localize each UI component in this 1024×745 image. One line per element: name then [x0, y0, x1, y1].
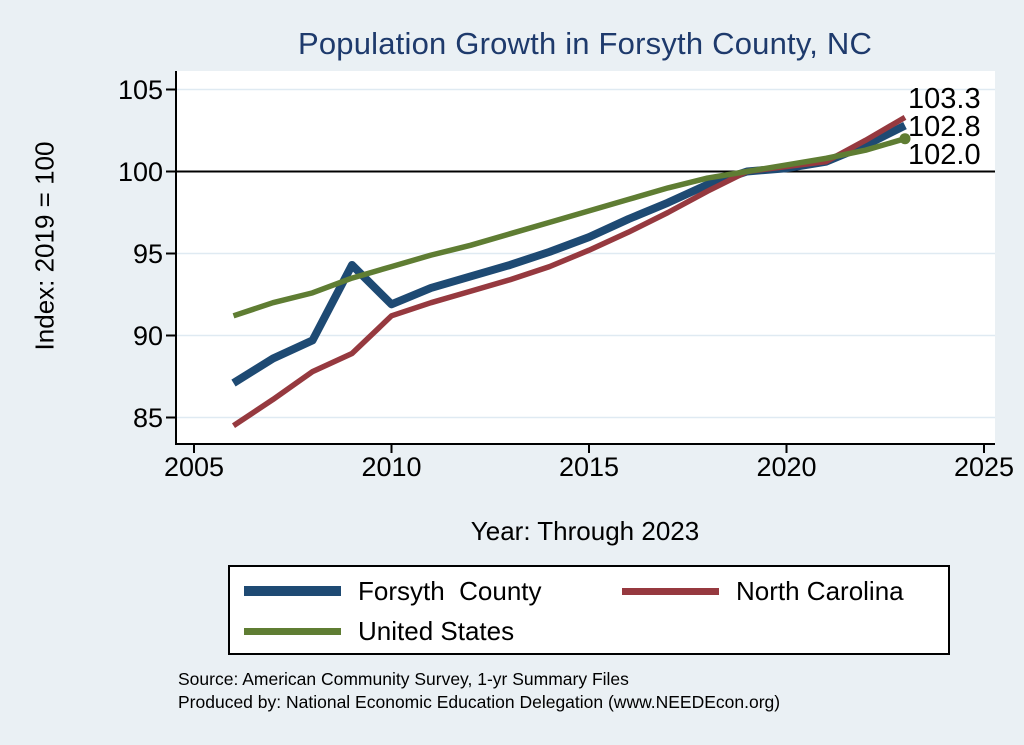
end-value-label-103.3: 103.3: [908, 83, 981, 116]
x-tick-label-2020: 2020: [756, 452, 817, 482]
legend-swatch-forsyth-county: [244, 586, 341, 596]
legend-swatch-united-states: [244, 627, 341, 635]
source-note: Source: American Community Survey, 1-yr …: [178, 668, 780, 714]
end-value-label-102.0: 102.0: [908, 139, 981, 172]
x-tick-label-2025: 2025: [953, 452, 1015, 482]
legend-label: North Carolina: [736, 575, 904, 606]
legend-entry-north-carolina: North Carolina: [622, 575, 904, 607]
y-tick-label-95: 95: [132, 238, 163, 269]
chart-title: Population Growth in Forsyth County, NC: [297, 26, 873, 61]
legend-entry-forsyth-county: Forsyth County: [244, 575, 542, 607]
legend-label: United States: [358, 615, 515, 646]
series-end-marker-united-states: [899, 133, 911, 145]
x-tick-label-2015: 2015: [558, 452, 620, 482]
y-tick-label-105: 105: [117, 74, 163, 105]
plot-background: [175, 71, 995, 444]
legend-swatch-north-carolina: [622, 587, 719, 595]
source-line-1: Source: American Community Survey, 1-yr …: [178, 669, 629, 689]
legend-entry-united-states: United States: [244, 615, 514, 647]
source-line-2: Produced by: National Economic Education…: [178, 692, 781, 712]
series-line-united-states: [232, 136, 906, 319]
x-tick-label-2010: 2010: [361, 452, 422, 482]
x-axis-title: Year: Through 2023: [470, 516, 700, 546]
end-value-label-102.8: 102.8: [908, 111, 981, 144]
y-tick-label-90: 90: [132, 320, 163, 351]
legend-label: Forsyth County: [358, 575, 542, 606]
y-tick-label-100: 100: [117, 156, 163, 187]
y-tick-label-85: 85: [132, 402, 163, 433]
x-tick-label-2005: 2005: [163, 452, 225, 482]
legend: Forsyth County North Carolina United Sta…: [228, 565, 950, 655]
